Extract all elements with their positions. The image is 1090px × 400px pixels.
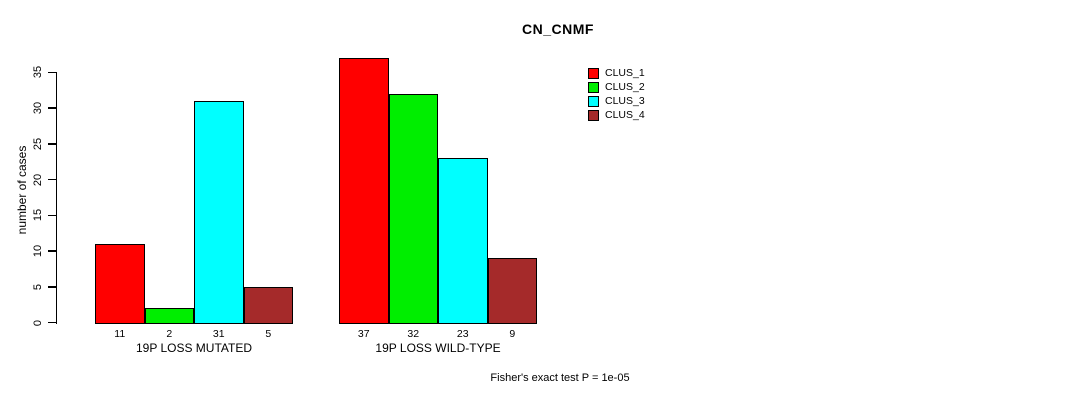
bar-value-label: 9 bbox=[509, 327, 516, 340]
bar-value-label: 23 bbox=[456, 327, 469, 340]
group-label: 19P LOSS MUTATED bbox=[135, 341, 253, 355]
y-tick-label: 15 bbox=[32, 209, 44, 222]
y-axis-title: number of cases bbox=[15, 145, 29, 235]
bar-value-label: 5 bbox=[265, 327, 272, 340]
stat-annotation: Fisher's exact test P = 1e-05 bbox=[490, 372, 630, 384]
bar-clus_1 bbox=[339, 57, 389, 324]
bar-value-label: 11 bbox=[114, 327, 126, 340]
legend-label: CLUS_2 bbox=[605, 81, 645, 93]
bar-value-label: 2 bbox=[166, 327, 173, 340]
bar-clus_4 bbox=[487, 258, 537, 324]
y-tick bbox=[47, 250, 56, 252]
y-tick bbox=[47, 107, 56, 109]
group-label: 19P LOSS WILD-TYPE bbox=[375, 341, 501, 355]
legend-label: CLUS_3 bbox=[605, 95, 645, 107]
y-tick bbox=[47, 178, 56, 181]
y-tick bbox=[47, 71, 56, 73]
bar-clus_1 bbox=[95, 243, 145, 324]
y-tick-label: 35 bbox=[32, 66, 44, 79]
bar-clus_3 bbox=[194, 100, 244, 324]
bar-clus_4 bbox=[243, 286, 293, 324]
y-tick-label: 25 bbox=[32, 137, 44, 150]
legend-swatch bbox=[588, 109, 599, 121]
bar-clus_3 bbox=[438, 158, 488, 324]
legend-swatch bbox=[588, 67, 599, 79]
y-tick bbox=[47, 286, 56, 288]
y-tick-label: 10 bbox=[32, 244, 44, 258]
legend-label: CLUS_1 bbox=[605, 67, 645, 79]
legend-label: CLUS_4 bbox=[605, 109, 645, 121]
y-tick bbox=[47, 214, 56, 216]
bar-clus_2 bbox=[144, 308, 194, 324]
y-tick bbox=[47, 143, 56, 145]
chart-title: CN_CNMF bbox=[522, 21, 594, 37]
bar-value-label: 32 bbox=[407, 327, 420, 340]
y-tick-label: 0 bbox=[32, 319, 44, 326]
legend-swatch bbox=[588, 81, 599, 93]
y-tick-label: 20 bbox=[32, 173, 44, 186]
y-tick-label: 5 bbox=[32, 283, 44, 290]
bar-value-label: 31 bbox=[212, 327, 225, 340]
y-tick bbox=[47, 321, 56, 324]
y-axis-line bbox=[55, 72, 57, 324]
legend-swatch bbox=[588, 95, 599, 107]
y-tick-label: 30 bbox=[32, 101, 44, 115]
bar-value-label: 37 bbox=[357, 327, 370, 340]
bar-clus_2 bbox=[388, 93, 438, 324]
